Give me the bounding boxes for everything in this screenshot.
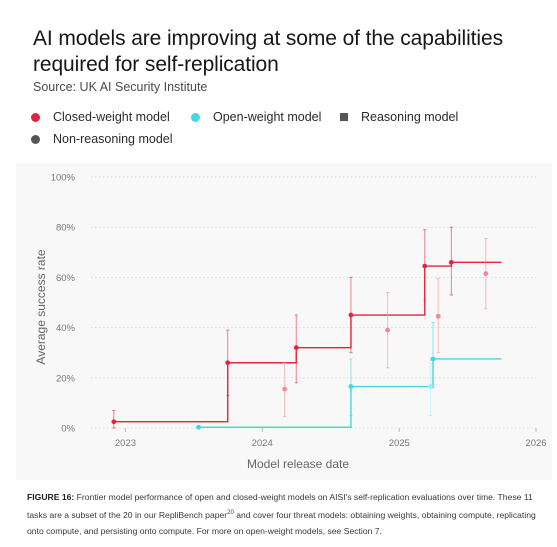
y-tick-label: 80% [56,223,76,234]
chart-panel: 0% 20% 40% 60% 80% 100% 2023 2024 2025 2026 Aver… [16,163,552,480]
y-tick-label: 20% [56,373,76,384]
caption-text-2: and cover four threat models: obtaining … [27,509,536,536]
closed-data-point [348,312,354,318]
closed-frontier-step-line [113,261,502,423]
legend-item-reasoning: Reasoning model [340,110,458,124]
closed-data-point [293,345,299,351]
closed-data-point [483,271,489,277]
closed-data-point [282,386,288,392]
frontier-steps [113,261,502,428]
x-axis-label: Model release date [247,457,349,471]
gray-dot-icon [31,134,40,144]
chart-source: Source: UK AI Security Institute [33,80,208,94]
closed-data-point [448,259,454,265]
y-tick-label: 40% [56,323,76,334]
open-data-point [427,384,433,389]
legend-label: Open-weight model [213,110,322,124]
gray-square-icon [340,113,348,121]
legend-label: Closed-weight model [53,110,170,124]
figure-caption: FIGURE 16: Frontier model performance of… [27,489,547,539]
x-tick-label: 2026 [525,438,546,449]
grid [91,176,536,429]
data-points [111,259,489,430]
y-ticks: 0% 20% 40% 60% 80% 100% [51,173,76,435]
legend-item-non-reasoning: Non-reasoning model [31,132,173,146]
legend-label: Non-reasoning model [53,132,173,146]
y-tick-label: 100% [51,173,76,184]
legend-label: Reasoning model [361,110,459,124]
open-data-point [430,356,436,362]
closed-data-point [111,419,117,425]
open-data-point [196,424,201,430]
legend-item-closed-weight: Closed-weight model [31,110,170,124]
x-tick-label: 2024 [252,438,273,449]
caption-superscript: 20 [227,510,234,516]
caption-label: FIGURE 16: [27,492,75,502]
y-axis-label: Average success rate [34,249,48,364]
legend-item-open-weight: Open-weight model [191,110,321,124]
red-dot-icon [31,112,40,122]
cyan-dot-icon [191,112,200,122]
x-tick-label: 2025 [389,438,410,449]
chart-title: AI models are improving at some of the c… [33,27,503,76]
x-tick-label: 2023 [115,438,136,449]
closed-data-point [225,360,231,366]
closed-data-point [422,263,428,269]
caption-text: Frontier model performance of open and c… [27,492,533,520]
y-tick-label: 60% [56,273,76,284]
x-ticks: 2023 2024 2025 2026 [115,428,547,449]
chart: 0% 20% 40% 60% 80% 100% 2023 2024 2025 2026 Aver… [34,173,547,472]
closed-data-point [435,313,441,319]
y-tick-label: 0% [61,424,75,435]
open-frontier-step-line [198,358,502,428]
open-data-point [348,384,354,389]
closed-data-point [385,327,391,333]
